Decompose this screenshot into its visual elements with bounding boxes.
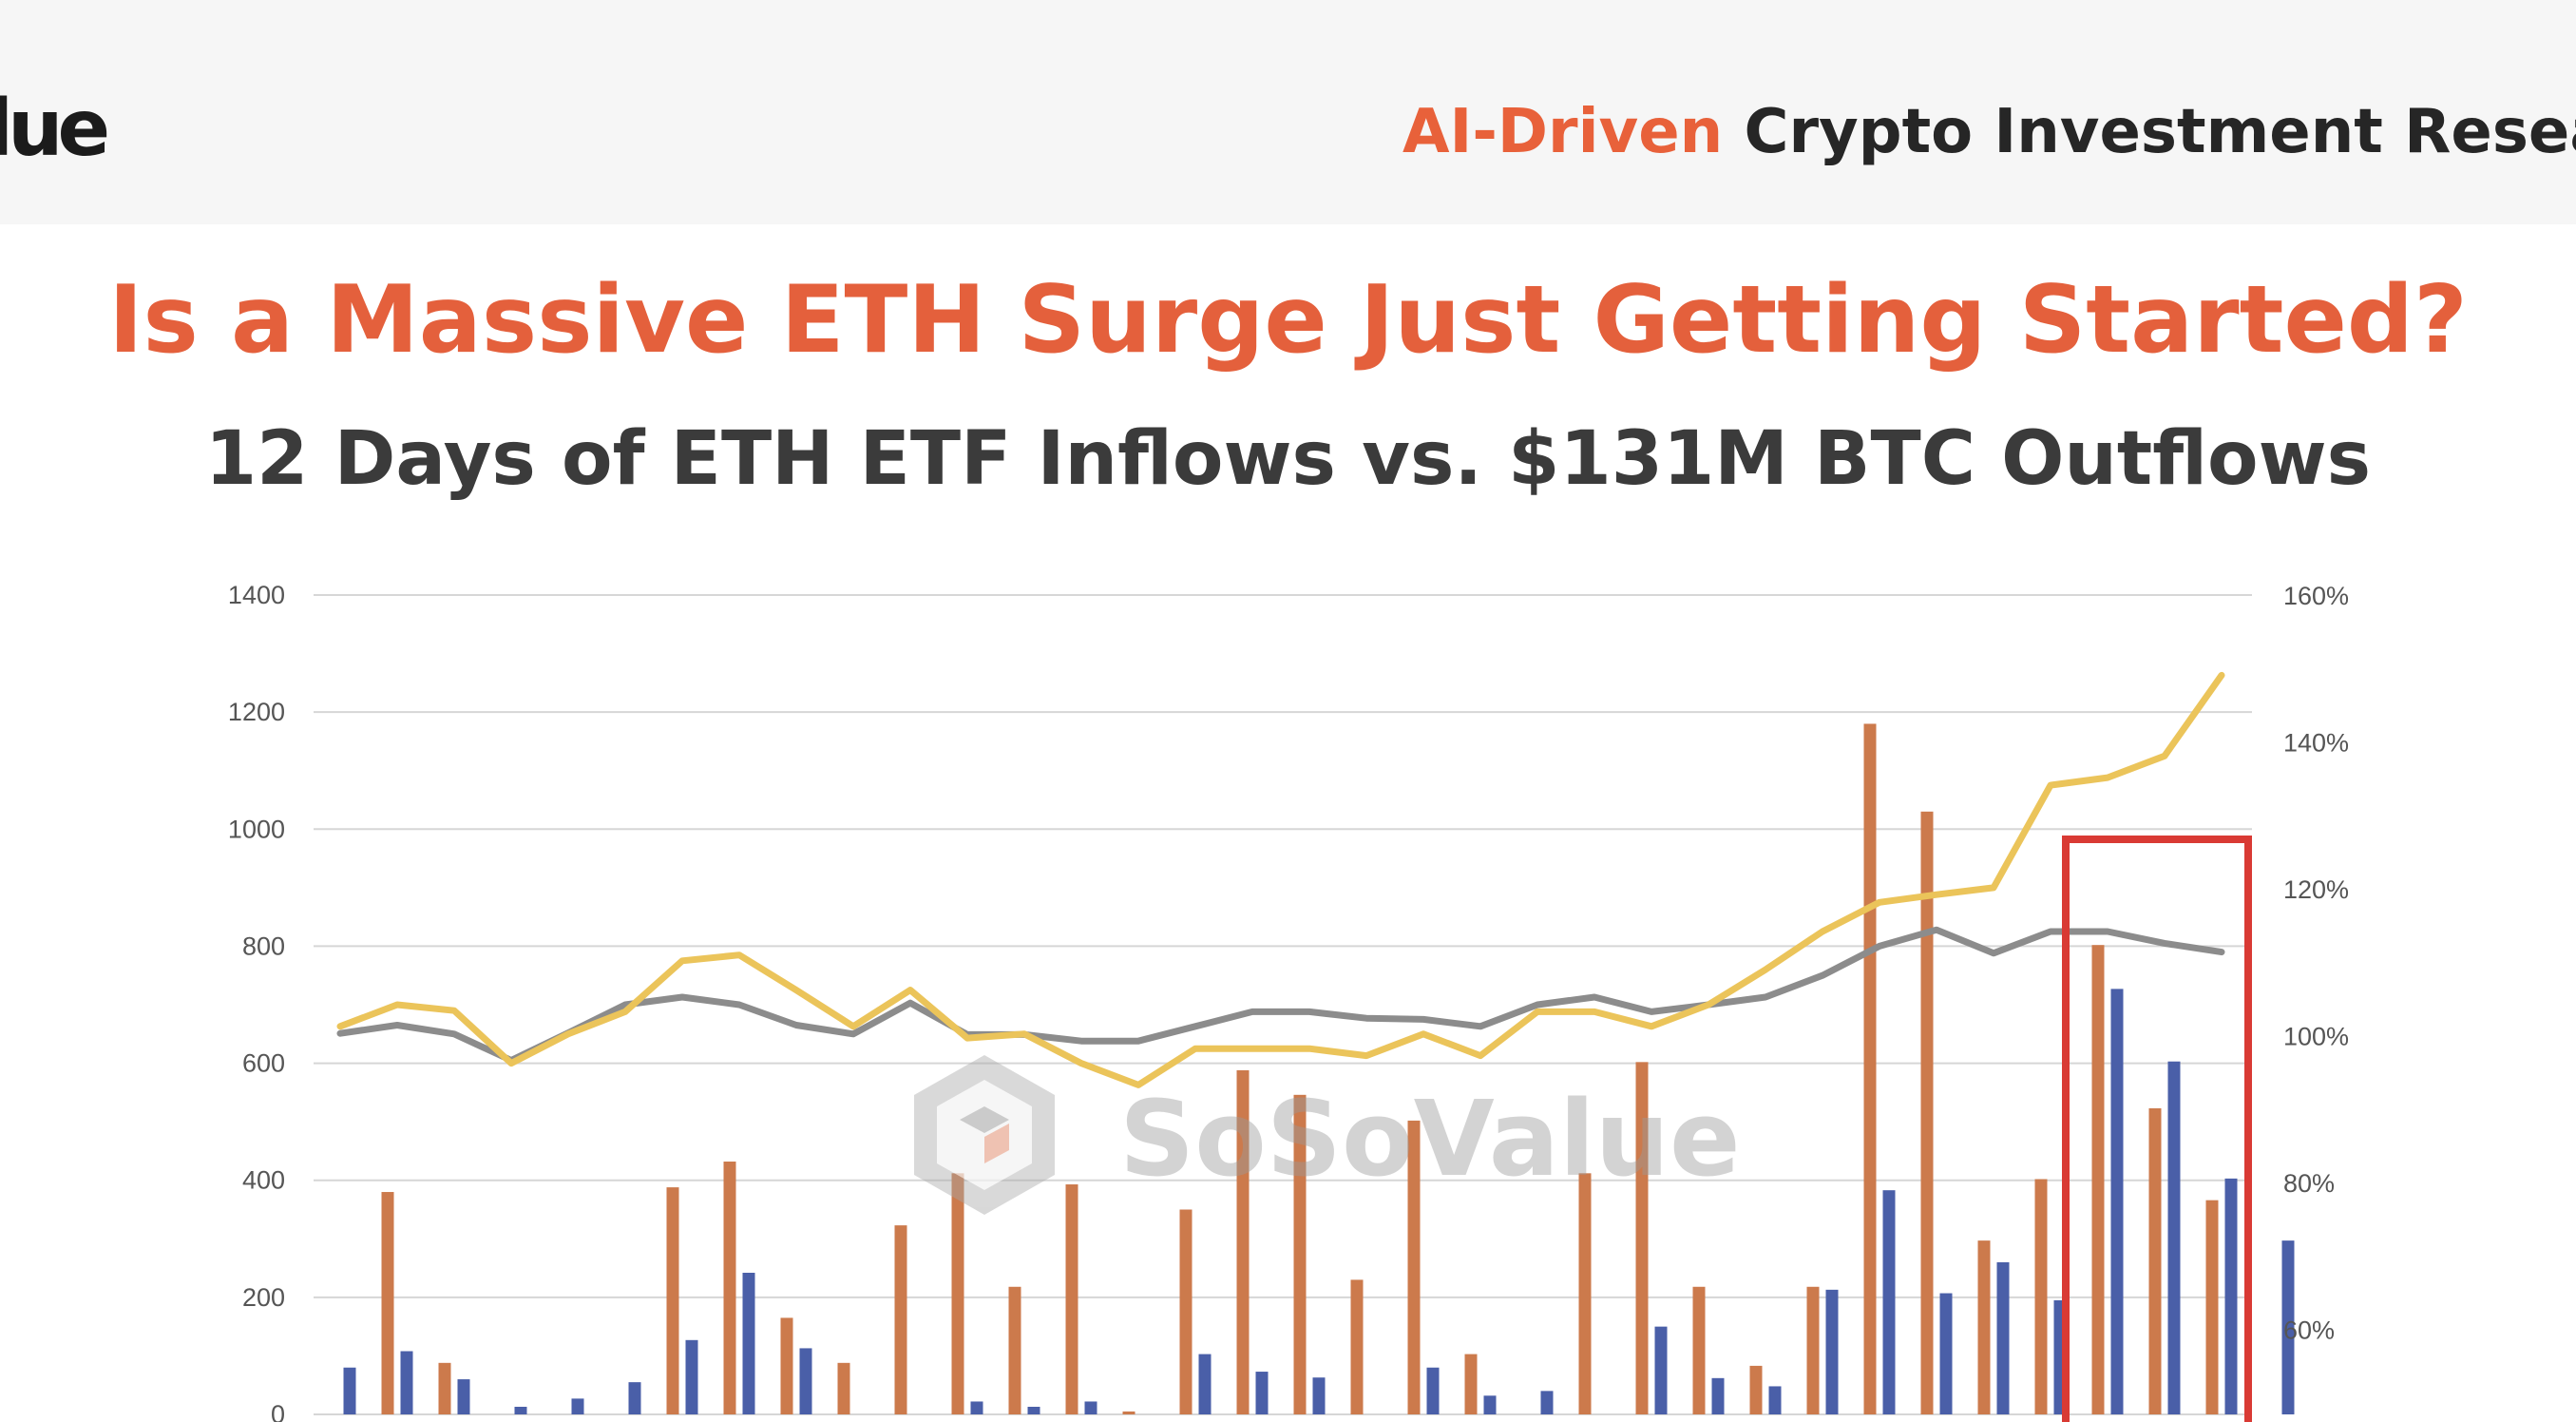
orange-bar: [1635, 1062, 1649, 1414]
blue-bar: [1084, 1401, 1097, 1414]
blue-bar: [685, 1339, 698, 1414]
highlight-layer: [2062, 836, 2252, 1422]
page-title: Is a Massive ETH Surge Just Getting Star…: [108, 266, 2468, 375]
right-tick-label: 80%: [2283, 1169, 2335, 1198]
orange-bar: [1977, 1240, 1991, 1414]
orange-bar: [1179, 1209, 1193, 1414]
left-tick-label: 1400: [228, 581, 285, 609]
sosovalue-logo-icon: [914, 1055, 1055, 1215]
right-tick-label: 120%: [2283, 875, 2349, 904]
blue-bar: [1312, 1377, 1326, 1414]
orange-bar: [1692, 1286, 1706, 1414]
yellow-line: [336, 671, 2225, 1088]
orange-bar: [837, 1362, 850, 1414]
blue-bar: [742, 1272, 755, 1414]
watermark-text: SoSoValue: [1119, 1078, 1741, 1200]
blue-bar: [628, 1382, 641, 1414]
orange-bar: [2148, 1107, 2162, 1414]
blue-bar: [1996, 1261, 2010, 1414]
orange-bar: [2205, 1200, 2219, 1414]
blue-bar: [571, 1398, 584, 1414]
page-subtitle: 12 Days of ETH ETF Inflows vs. $131M BTC…: [204, 416, 2372, 502]
orange-bar: [2091, 945, 2105, 1414]
blue-bar: [1768, 1386, 1782, 1414]
blue-bar: [1882, 1190, 1896, 1414]
gray-line: [336, 926, 2225, 1064]
blue-bar: [2281, 1240, 2295, 1414]
orange-bar: [1065, 1184, 1078, 1414]
orange-bar: [780, 1317, 793, 1414]
blue-bar: [970, 1401, 983, 1414]
bars-layer: [343, 723, 2295, 1414]
grid-layer: [314, 594, 2252, 1415]
blue-bar: [343, 1367, 356, 1414]
left-tick-label: 400: [242, 1166, 285, 1195]
blue-bar: [2224, 1178, 2238, 1414]
blue-bar: [1027, 1406, 1040, 1414]
blue-bar: [457, 1379, 470, 1414]
left-tick-label: 800: [242, 932, 285, 960]
orange-bar: [2034, 1179, 2048, 1414]
blue-bar: [1426, 1367, 1440, 1414]
blue-bar: [1711, 1377, 1725, 1414]
left-tick-label: 1000: [228, 815, 285, 843]
blue-bar: [1198, 1354, 1212, 1414]
orange-bar: [1350, 1279, 1364, 1414]
header-tagline: AI-Driven Crypto Investment Researc: [1402, 97, 2576, 167]
orange-bar: [723, 1162, 736, 1414]
blue-bar: [1654, 1326, 1668, 1414]
tagline-rest: Crypto Investment Researc: [1744, 97, 2576, 167]
left-tick-label: 200: [242, 1283, 285, 1312]
blue-bar: [2167, 1061, 2181, 1414]
orange-bar: [951, 1173, 964, 1414]
blue-bar: [1483, 1395, 1497, 1414]
left-tick-label: 0: [271, 1400, 285, 1422]
orange-bar: [438, 1362, 451, 1414]
orange-bar: [1863, 723, 1877, 1414]
blue-bar: [799, 1348, 812, 1414]
blue-bar: [1255, 1372, 1269, 1414]
orange-bar: [381, 1192, 394, 1414]
orange-bar: [666, 1187, 679, 1414]
orange-bar: [1407, 1120, 1421, 1414]
left-tick-label: 1200: [228, 698, 285, 726]
header-bar: lue AI-Driven Crypto Investment Researc: [0, 0, 2576, 224]
tagline-accent: AI-Driven: [1402, 97, 1724, 167]
blue-bar: [1540, 1391, 1554, 1414]
right-tick-label: 140%: [2283, 729, 2349, 758]
blue-bar: [1825, 1289, 1839, 1414]
right-tick-label: 100%: [2283, 1023, 2349, 1051]
orange-bar: [894, 1225, 907, 1414]
blue-bar: [400, 1351, 413, 1414]
right-tick-label: 60%: [2283, 1316, 2335, 1345]
axes-layer: 0 200 400 600 800 1000 1200 1400 60% 80% 100% 120% 1…: [228, 581, 2349, 1422]
orange-bar: [1293, 1094, 1307, 1414]
highlight-box: [2062, 836, 2252, 1422]
watermark: SoSoValue: [914, 1055, 1741, 1215]
orange-bar: [1806, 1286, 1820, 1414]
orange-bar: [1122, 1411, 1135, 1414]
orange-bar: [1008, 1286, 1021, 1414]
orange-bar: [1236, 1069, 1250, 1414]
right-tick-label: 160%: [2283, 582, 2349, 610]
orange-bar: [1749, 1365, 1763, 1414]
left-tick-label: 600: [242, 1049, 285, 1078]
orange-bar: [1578, 1173, 1592, 1414]
orange-bar: [1920, 811, 1934, 1414]
blue-bar: [1939, 1293, 1953, 1414]
brand-logo: lue: [0, 84, 110, 174]
blue-bar: [2110, 989, 2124, 1414]
lines-layer: [336, 671, 2225, 1088]
orange-bar: [1464, 1354, 1478, 1414]
blue-bar: [514, 1406, 527, 1414]
